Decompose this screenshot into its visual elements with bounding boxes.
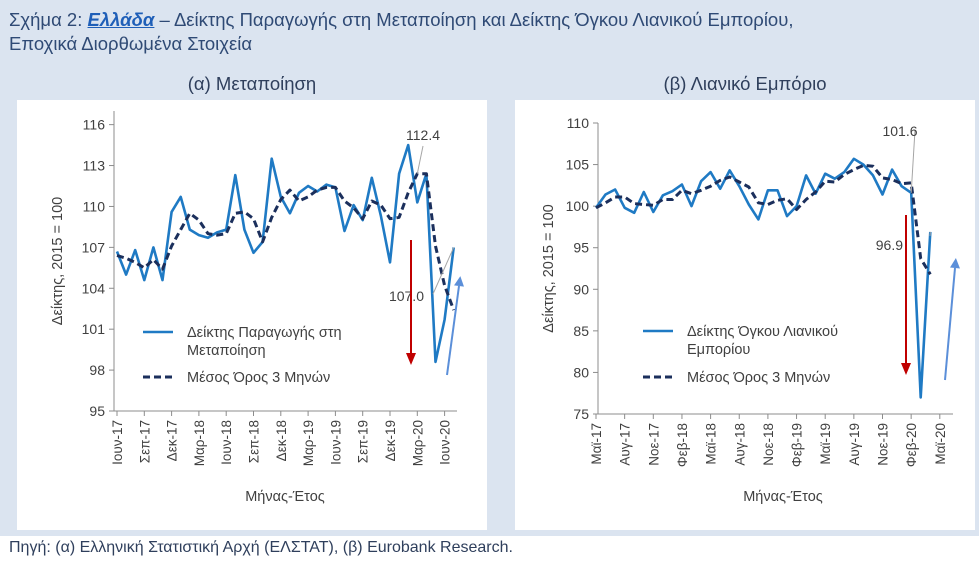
retail-y-tick-label: 85 xyxy=(573,323,589,339)
mfg-x-tick-label: Μαρ-19 xyxy=(301,420,316,466)
retail-x-tick-label: Νοε-19 xyxy=(876,423,891,466)
mfg-y-tick-label: 104 xyxy=(82,280,106,296)
mfg-x-tick-label: Σεπ-19 xyxy=(356,420,371,463)
retail-y-tick-label: 80 xyxy=(573,364,589,380)
mfg-x-tick-label: Μαρ-18 xyxy=(192,420,207,466)
mfg-up-arrow-head xyxy=(454,276,464,287)
retail-y-tick-label: 75 xyxy=(573,406,589,422)
retail-x-tick-label: Νοε-18 xyxy=(761,423,776,466)
mfg-annotation-label-2: 107.0 xyxy=(389,288,424,304)
chart-panel-retail: 75 80 85 90 95 100 105 110 Μαϊ-17 Αυγ-17 Νοε-17 Φεβ… xyxy=(515,100,975,530)
mfg-x-tick-label: Ιουν-19 xyxy=(328,420,343,465)
retail-annotation-leader-1 xyxy=(910,129,916,193)
retail-x-tick-label: Αυγ-18 xyxy=(732,423,747,466)
retail-legend-main-label-line1: Δείκτης Όγκου Λιανικού xyxy=(687,324,838,340)
mfg-series-main-line xyxy=(115,143,455,364)
retail-series-main-line xyxy=(594,157,932,399)
mfg-series-average-line xyxy=(116,172,456,311)
figure-header: Σχήμα 2: Ελλάδα – Δείκτης Παραγωγής στη … xyxy=(0,0,979,62)
mfg-x-tick-label: Ιουν-17 xyxy=(110,420,125,465)
mfg-y-tick-label: 110 xyxy=(83,198,106,214)
retail-y-tick-label: 105 xyxy=(566,157,590,173)
title-country: Ελλάδα xyxy=(87,9,155,30)
mfg-y-axis-label: Δείκτης, 2015 = 100 xyxy=(50,197,66,325)
retail-series-average-line xyxy=(595,163,932,276)
mfg-down-arrow-head xyxy=(406,353,416,365)
retail-x-tick-label: Φεβ-20 xyxy=(904,423,919,467)
mfg-legend-main-label-line1: Δείκτης Παραγωγής στη xyxy=(187,325,342,341)
retail-x-axis-label: Μήνας-Έτος xyxy=(743,489,823,505)
retail-x-tick-label: Νοε-17 xyxy=(646,423,661,466)
mfg-x-tick-label: Δεκ-19 xyxy=(383,420,398,461)
mfg-x-tick-label: Δεκ-17 xyxy=(165,420,180,461)
retail-y-tick-label: 110 xyxy=(567,115,590,131)
title-line2: Εποχικά Διορθωμένα Στοιχεία xyxy=(9,33,253,54)
mfg-annotation-label-1: 112.4 xyxy=(406,127,440,143)
mfg-x-tick-label: Σεπ-18 xyxy=(247,420,262,463)
title-prefix: Σχήμα 2: xyxy=(9,9,83,30)
retail-legend-main-label-line2: Εμπορίου xyxy=(687,342,750,358)
retail-x-tick-label: Φεβ-18 xyxy=(675,423,690,467)
figure-title: Σχήμα 2: Ελλάδα – Δείκτης Παραγωγής στη … xyxy=(9,8,974,56)
mfg-annotation-leader-2 xyxy=(432,247,455,295)
retail-legend-average-label: Μέσος Όρος 3 Μηνών xyxy=(687,370,830,386)
mfg-y-tick-label: 116 xyxy=(83,117,106,133)
retail-up-arrow-head xyxy=(950,258,960,269)
mfg-x-axis-label: Μήνας-Έτος xyxy=(245,489,325,505)
retail-x-tick-label: Μαϊ-19 xyxy=(818,423,833,465)
retail-annotation-label-1: 101.6 xyxy=(882,123,917,139)
mfg-x-tick-label: Ιουν-18 xyxy=(219,420,234,465)
retail-x-tick-label: Φεβ-19 xyxy=(790,423,805,467)
mfg-annotation-leader-1 xyxy=(416,145,424,174)
chart-retail: 75 80 85 90 95 100 105 110 Μαϊ-17 Αυγ-17 Νοε-17 Φεβ… xyxy=(541,115,960,505)
retail-up-arrow-shaft xyxy=(944,267,956,381)
mfg-y-tick-label: 101 xyxy=(82,321,106,337)
retail-x-tick-label: Αυγ-17 xyxy=(618,423,633,466)
source-note: Πηγή: (α) Ελληνική Στατιστική Αρχή (ΕΛΣΤ… xyxy=(9,539,513,556)
mfg-legend-main-label-line2: Μεταποίηση xyxy=(187,343,266,359)
mfg-x-tick-label: Δεκ-18 xyxy=(274,420,289,461)
mfg-up-arrow-shaft xyxy=(446,285,460,376)
mfg-y-tick-label: 98 xyxy=(89,362,105,378)
retail-x-tick-label: Αυγ-19 xyxy=(847,423,862,466)
mfg-x-tick-label: Ιουν-20 xyxy=(438,420,453,465)
chart-manufacturing: 95 98 101 104 107 110 113 116 Ιουν-17 Σεπ-17 Δεκ-1… xyxy=(50,111,464,505)
retail-y-tick-label: 100 xyxy=(566,198,590,214)
retail-down-arrow-head xyxy=(901,363,911,375)
panel-title-retail: (β) Λιανικό Εμπόριο xyxy=(663,73,827,94)
mfg-y-tick-label: 113 xyxy=(83,158,106,174)
mfg-y-tick-label: 107 xyxy=(82,239,106,255)
retail-annotation-label-2: 96.9 xyxy=(876,237,903,253)
mfg-y-tick-label: 95 xyxy=(89,403,105,419)
mfg-x-tick-label: Σεπ-17 xyxy=(137,420,152,463)
chart-panel-manufacturing: 95 98 101 104 107 110 113 116 Ιουν-17 Σεπ-17 Δεκ-1… xyxy=(17,100,487,530)
retail-x-tick-label: Μαϊ-17 xyxy=(589,423,604,465)
retail-y-tick-label: 90 xyxy=(573,281,589,297)
retail-y-axis-label: Δείκτης, 2015 = 100 xyxy=(541,204,557,332)
title-rest: – Δείκτης Παραγωγής στη Μεταποίηση και Δ… xyxy=(154,9,794,30)
panel-title-manufacturing: (α) Μεταποίηση xyxy=(187,73,317,94)
retail-x-tick-label: Μαϊ-18 xyxy=(704,423,719,465)
mfg-legend-average-label: Μέσος Όρος 3 Μηνών xyxy=(187,370,330,386)
retail-y-tick-label: 95 xyxy=(573,240,589,256)
retail-x-tick-label: Μαϊ-20 xyxy=(933,423,948,465)
mfg-x-tick-label: Μαρ-20 xyxy=(410,420,425,466)
